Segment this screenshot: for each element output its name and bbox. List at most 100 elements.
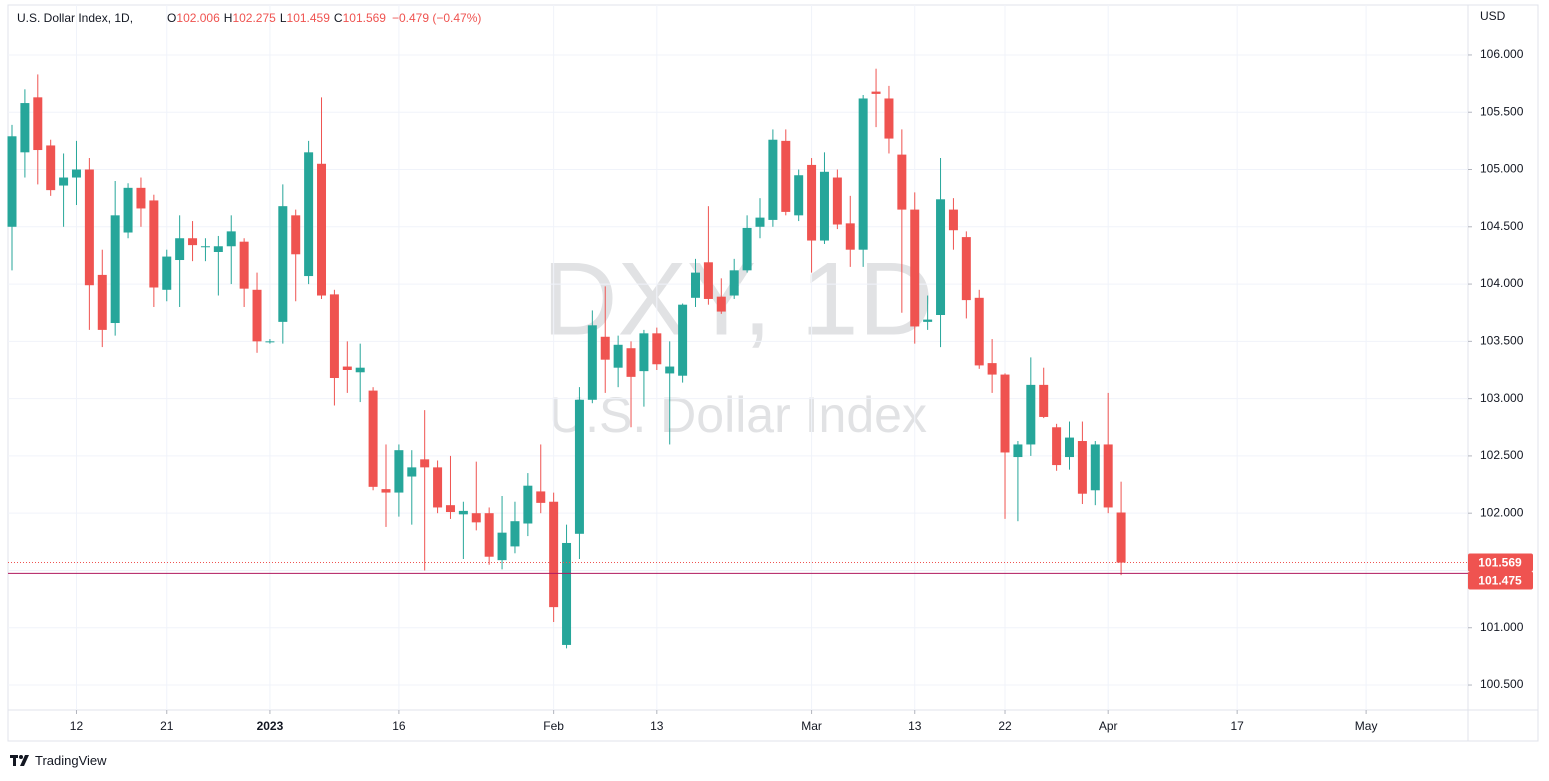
candle-body	[626, 348, 636, 377]
candle-body	[936, 199, 946, 315]
candle-body	[149, 200, 159, 288]
candle-body	[20, 103, 30, 153]
y-tick-label: 103.500	[1480, 334, 1524, 348]
candle-body	[716, 296, 726, 312]
candle-body	[445, 505, 455, 513]
candle-body	[317, 163, 327, 296]
candle-body	[562, 542, 572, 645]
x-tick-label: Feb	[543, 719, 564, 733]
candle-body	[1039, 384, 1049, 417]
candle-body	[368, 390, 378, 487]
candle-body	[175, 238, 185, 261]
candle-body	[665, 366, 675, 374]
candle-body	[794, 175, 804, 216]
y-tick-label: 103.000	[1480, 391, 1524, 405]
candle-body	[987, 363, 997, 375]
logo	[10, 754, 29, 766]
ohlc-value: 101.459	[286, 11, 330, 25]
candle-body	[961, 237, 971, 301]
y-tick-label: 106.000	[1480, 47, 1524, 61]
currency-label: USD	[1480, 9, 1506, 23]
candle-body	[433, 467, 443, 508]
price-line-badge	[1468, 571, 1533, 590]
candle-body	[691, 272, 701, 298]
candle-body	[46, 145, 56, 191]
candle-body	[549, 501, 559, 608]
candle-body	[536, 491, 546, 503]
candle-body	[84, 169, 94, 286]
candle-body	[858, 98, 868, 250]
price-line-label: 101.475	[1478, 574, 1522, 588]
y-tick-label: 105.500	[1480, 104, 1524, 118]
ohlc-value: 102.275	[232, 11, 276, 25]
candle-body	[910, 209, 920, 327]
candle-body	[948, 209, 958, 231]
candle-body	[1065, 437, 1075, 458]
candle-body	[678, 304, 688, 376]
candle-body	[291, 215, 301, 255]
candle-body	[458, 510, 468, 515]
candle-body	[329, 294, 339, 379]
y-tick-label: 104.500	[1480, 219, 1524, 233]
candle-body	[587, 325, 597, 400]
candle-body	[226, 231, 236, 247]
candle-body	[304, 152, 314, 277]
candle-body	[523, 485, 533, 524]
x-tick-label: 21	[160, 719, 174, 733]
candle-body	[974, 297, 984, 366]
ohlc-label: L	[279, 11, 287, 25]
x-tick-label: 13	[908, 719, 922, 733]
candle-body	[355, 367, 365, 373]
candle-body	[897, 154, 907, 210]
candle-body	[755, 217, 765, 227]
candle-body	[1103, 444, 1113, 508]
candle-body	[188, 238, 198, 246]
legend-header: U.S. Dollar Index, 1D, O102.006 H102.275 L1…	[17, 11, 481, 25]
candle-body	[639, 333, 649, 372]
brand-name: TradingView	[35, 753, 107, 768]
candle-body	[123, 187, 133, 233]
y-tick-label: 101.000	[1480, 620, 1524, 634]
last-price-badge	[1468, 553, 1533, 572]
ohlc-value: 102.006	[176, 11, 220, 25]
candle-body	[923, 319, 933, 322]
candle-body	[497, 532, 507, 561]
x-tick-label: 12	[70, 719, 84, 733]
x-tick-label: Mar	[801, 719, 822, 733]
candle-body	[742, 227, 752, 271]
candle-body	[729, 270, 739, 296]
candle-body	[819, 171, 829, 241]
candle-body	[33, 97, 43, 151]
last-price-label: 101.569	[1478, 556, 1522, 570]
candle-body	[884, 98, 894, 139]
candle-body	[394, 450, 404, 493]
candle-body	[832, 177, 842, 225]
candle-body	[703, 262, 713, 299]
candle-body	[71, 169, 81, 178]
watermark-subtitle: U.S. Dollar Index	[549, 387, 927, 443]
candle-body	[59, 177, 69, 186]
x-tick-label: 22	[998, 719, 1012, 733]
candle-body	[278, 206, 288, 322]
candle-body	[239, 241, 249, 289]
x-tick-label: Apr	[1099, 719, 1118, 733]
candle-body	[1000, 374, 1010, 453]
ohlc-label: H	[223, 11, 233, 25]
candle-body	[1090, 444, 1100, 491]
candle-body	[652, 333, 662, 365]
candle-body	[200, 246, 210, 248]
candle-body	[613, 344, 623, 368]
candle-body	[510, 521, 520, 547]
candle-body	[213, 246, 223, 252]
ohlc-label: C	[333, 11, 343, 25]
y-tick-label: 102.000	[1480, 505, 1524, 519]
y-tick-label: 100.500	[1480, 677, 1524, 691]
candle-body	[110, 215, 120, 324]
candle-body	[781, 140, 791, 212]
candle-body	[768, 139, 778, 220]
x-tick-label: 17	[1230, 719, 1244, 733]
candle-body	[252, 289, 262, 342]
candle-body	[1052, 427, 1062, 466]
x-tick-label: 13	[650, 719, 664, 733]
